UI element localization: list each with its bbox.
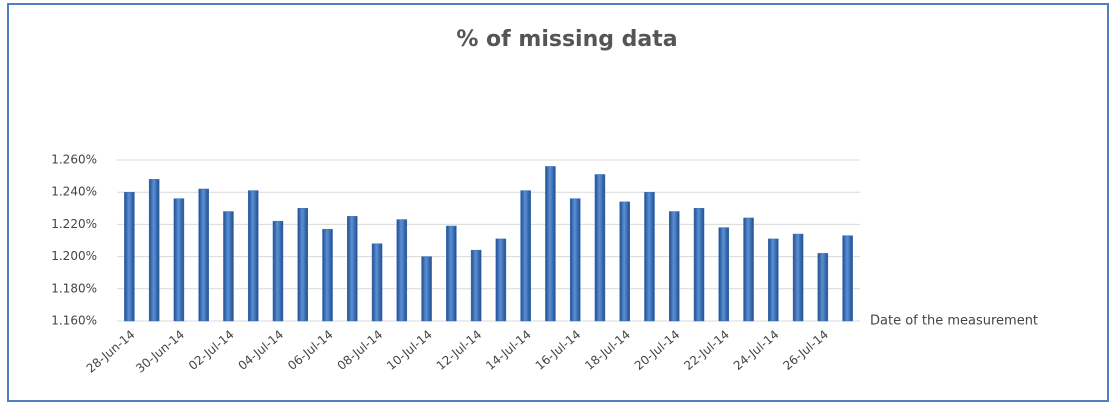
chart-title: % of missing data <box>456 27 677 52</box>
bar <box>619 201 630 322</box>
bar <box>446 225 457 322</box>
x-tick-label: 04-Jul-14 <box>236 327 287 373</box>
bar <box>198 188 209 322</box>
x-tick-label: 16-Jul-14 <box>533 327 584 373</box>
bar <box>247 190 259 322</box>
bar <box>545 166 556 322</box>
bar <box>421 256 432 322</box>
bar <box>743 217 754 322</box>
x-tick-label: 18-Jul-14 <box>582 327 633 373</box>
bar <box>396 219 408 322</box>
bar <box>223 211 234 322</box>
x-tick-label: 12-Jul-14 <box>434 327 485 373</box>
x-tick-label: 24-Jul-14 <box>731 327 782 373</box>
bar <box>569 198 581 322</box>
bar <box>322 228 333 322</box>
bar <box>792 233 804 322</box>
x-tick-label: 30-Jun-14 <box>133 327 187 375</box>
x-axis-label: Date of the measurement <box>870 314 1038 329</box>
x-tick-label: 22-Jul-14 <box>681 327 732 373</box>
bar <box>842 235 853 322</box>
y-tick-label: 1.220% <box>51 217 97 231</box>
bar <box>669 211 680 322</box>
bar <box>693 208 705 322</box>
bar <box>124 191 135 322</box>
x-tick-label: 02-Jul-14 <box>186 327 237 373</box>
bar <box>644 191 655 322</box>
bar <box>768 238 779 322</box>
bar <box>718 227 730 322</box>
y-tick-label: 1.200% <box>51 249 97 263</box>
frame <box>7 3 1109 402</box>
bar <box>272 220 284 322</box>
bar <box>594 174 606 322</box>
bar <box>817 253 829 322</box>
bar <box>297 208 308 322</box>
y-tick-label: 1.260% <box>51 153 97 167</box>
x-tick-label: 10-Jul-14 <box>384 327 435 373</box>
x-tick-label: 14-Jul-14 <box>483 327 534 373</box>
bar <box>470 249 482 322</box>
y-tick-label: 1.160% <box>51 314 97 328</box>
bar <box>495 238 507 322</box>
x-tick-label: 26-Jul-14 <box>780 327 831 373</box>
bar <box>173 198 185 322</box>
x-tick-label: 28-Jun-14 <box>84 327 138 375</box>
y-tick-label: 1.240% <box>51 185 97 199</box>
bar <box>148 179 160 322</box>
x-tick-label: 06-Jul-14 <box>285 327 336 373</box>
x-tick-label: 20-Jul-14 <box>632 327 683 373</box>
bar <box>347 216 358 322</box>
bar <box>371 243 383 322</box>
x-tick-label: 08-Jul-14 <box>335 327 386 373</box>
bar <box>520 190 531 322</box>
y-tick-label: 1.180% <box>51 281 97 295</box>
